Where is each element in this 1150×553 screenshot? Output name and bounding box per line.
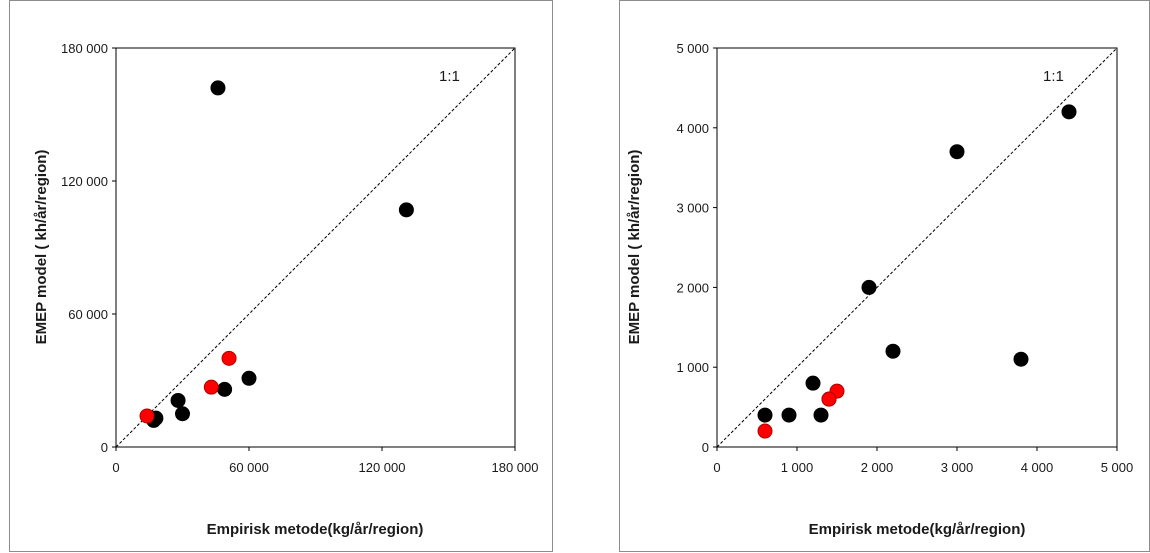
- reference-line-1-1: [115, 47, 516, 448]
- y-tick-label: 1 000: [676, 360, 709, 375]
- data-point-black: [210, 80, 226, 96]
- y-tick-labels: 0 1 000 2 000 3 000 4 000 5 000: [676, 41, 717, 455]
- x-tick-labels: 0 1 000 2 000 3 000 4 000 5 000: [713, 447, 1133, 475]
- x-tick-label: 120 000: [359, 460, 406, 475]
- y-axis-title: EMEP model ( kh/år/region): [33, 150, 50, 345]
- data-point-black: [805, 375, 821, 391]
- data-point-red: [221, 350, 237, 366]
- x-tick-label: 180 000: [492, 460, 539, 475]
- x-tick-label: 0: [713, 460, 720, 475]
- data-point-black: [398, 202, 414, 218]
- chart-panel-left: 1:1 0 60 000 120 000 180 000 0 60 000 120 000…: [9, 0, 553, 552]
- y-tick-label: 4 000: [676, 121, 709, 136]
- data-point-black: [861, 279, 877, 295]
- data-point-red: [757, 423, 773, 439]
- x-axis-title: Empirisk metode(kg/år/region): [809, 521, 1026, 538]
- data-points: [757, 104, 1077, 439]
- x-tick-label: 2 000: [861, 460, 894, 475]
- data-point-black: [175, 406, 190, 422]
- x-tick-label: 0: [112, 460, 119, 475]
- chart-panel-right: 1:1 0 1 000 2 000 3 000 4 000 5 000 0 1 000 2 0…: [619, 0, 1150, 552]
- y-tick-label: 0: [702, 440, 709, 455]
- data-point-black: [1013, 351, 1029, 367]
- y-tick-label: 120 000: [61, 174, 108, 189]
- reference-line-label: 1:1: [1043, 68, 1064, 85]
- y-tick-labels: 0 60 000 120 000 180 000: [61, 41, 116, 455]
- scatter-chart-right: 1:1 0 1 000 2 000 3 000 4 000 5 000 0 1 000 2 0…: [626, 41, 1133, 538]
- y-tick-label: 2 000: [676, 280, 709, 295]
- data-points: [139, 80, 414, 428]
- data-point-black: [781, 407, 797, 423]
- data-point-red: [139, 408, 155, 424]
- scatter-chart-left: 1:1 0 60 000 120 000 180 000 0 60 000 120 000…: [33, 41, 539, 538]
- data-point-red: [203, 379, 219, 395]
- y-tick-label: 60 000: [68, 307, 108, 322]
- data-point-black: [885, 343, 901, 359]
- data-point-black: [757, 407, 773, 423]
- y-tick-label: 5 000: [676, 41, 709, 56]
- x-tick-labels: 0 60 000 120 000 180 000: [112, 447, 539, 475]
- data-point-red: [821, 391, 837, 407]
- y-tick-label: 3 000: [676, 201, 709, 216]
- data-point-black: [1061, 104, 1077, 120]
- data-point-black: [217, 381, 233, 397]
- data-point-black: [949, 144, 965, 160]
- reference-line-1-1: [716, 47, 1118, 448]
- x-tick-label: 4 000: [1021, 460, 1054, 475]
- x-tick-label: 1 000: [781, 460, 814, 475]
- x-tick-label: 5 000: [1101, 460, 1134, 475]
- y-tick-label: 0: [101, 440, 108, 455]
- x-tick-label: 3 000: [941, 460, 974, 475]
- x-tick-label: 60 000: [229, 460, 269, 475]
- y-axis-title: EMEP model ( kh/år/region): [626, 150, 643, 345]
- reference-line-label: 1:1: [439, 68, 460, 85]
- x-axis-title: Empirisk metode(kg/år/region): [207, 521, 424, 538]
- data-point-black: [170, 392, 186, 408]
- y-tick-label: 180 000: [61, 41, 108, 56]
- data-point-black: [813, 407, 829, 423]
- data-point-black: [241, 370, 257, 386]
